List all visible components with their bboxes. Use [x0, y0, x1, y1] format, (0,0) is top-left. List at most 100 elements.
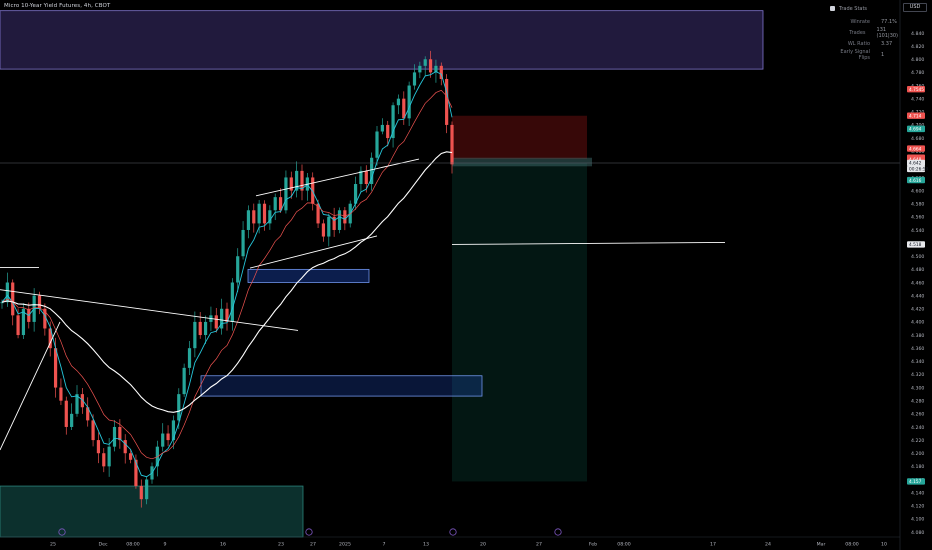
price-tick-label: 4.480 — [911, 267, 924, 273]
candle-body — [364, 170, 368, 185]
price-tag — [907, 165, 925, 173]
time-tick-label: 10 — [881, 542, 887, 548]
price-tag-label: 4.694 — [909, 127, 922, 133]
trendline-upper-channel — [255, 158, 420, 197]
candle-body — [246, 210, 251, 230]
demand-zone-lower — [200, 375, 483, 397]
candle-body — [295, 170, 299, 191]
candle-body — [375, 131, 379, 158]
price-tag — [907, 112, 925, 119]
price-tag — [907, 176, 925, 184]
stats-row-early-flips: Early Signal Flips 1 — [830, 49, 898, 62]
candle-body — [182, 367, 186, 395]
candle-body — [396, 98, 401, 106]
time-tick-label: 2025 — [339, 542, 351, 548]
candle-body — [214, 315, 218, 329]
trendline-descending — [0, 289, 299, 331]
ema-fast-line — [1, 71, 453, 478]
candle-body — [134, 459, 138, 487]
price-tick-label: 4.280 — [911, 398, 924, 404]
time-tick-label: 08:00 — [126, 542, 140, 548]
candle-body — [337, 210, 342, 230]
price-tick-label: 4.360 — [911, 346, 924, 352]
price-tag-label: 4.616 — [909, 178, 922, 184]
price-tick-label: 4.220 — [911, 438, 924, 444]
candle-body — [166, 433, 170, 441]
event-marker-icon — [305, 528, 313, 536]
event-marker-icon — [554, 528, 562, 536]
price-tick-label: 4.420 — [911, 307, 924, 313]
time-tick-label: 24 — [765, 542, 771, 548]
price-tag — [907, 241, 925, 248]
price-tick-label: 4.320 — [911, 372, 924, 378]
candle-body — [177, 394, 181, 421]
price-tag-label: 4.7545 — [909, 87, 924, 93]
time-tick-label: 16 — [220, 542, 226, 548]
trendline-lower-channel — [249, 235, 378, 269]
candle-body — [198, 321, 202, 336]
trade-stats-title[interactable]: Trade Stats — [830, 4, 898, 13]
time-tick-label: 27 — [536, 542, 542, 548]
candle-body — [70, 413, 74, 427]
price-tick-label: 4.180 — [911, 464, 924, 470]
candle-body — [161, 433, 165, 447]
currency-button[interactable]: USD — [903, 3, 927, 12]
candle-body — [391, 105, 395, 139]
stats-row-wl-ratio: WL Ratio 3.37 — [830, 38, 898, 49]
stats-label: Early Signal Flips — [840, 49, 870, 62]
plot-area — [0, 10, 900, 538]
candle-body — [203, 321, 208, 336]
time-tick-label: 08:00 — [617, 542, 631, 548]
price-tick-label: 4.300 — [911, 385, 924, 391]
candle-body — [225, 308, 229, 322]
checkbox-icon[interactable] — [830, 6, 835, 11]
price-tick-label: 4.140 — [911, 490, 924, 496]
candle-body — [423, 59, 427, 66]
price-tag — [907, 125, 925, 133]
price-tag-label: 00:26:59 — [909, 167, 929, 173]
time-tick-label: 25 — [50, 542, 56, 548]
price-tick-label: 4.380 — [911, 333, 924, 339]
stats-label: WL Ratio — [847, 40, 870, 47]
candle-body — [37, 295, 42, 309]
candle-body — [257, 203, 261, 224]
candle-body — [193, 321, 197, 349]
price-tick-label: 4.600 — [911, 188, 924, 194]
stats-value: 1 — [881, 52, 885, 59]
time-axis: 25 Dec 08:00 9 16 23 27 2025 7 13 20 27 Feb 08:00 17 24… — [0, 528, 900, 548]
time-tick-label: 9 — [164, 542, 167, 548]
candle-body — [321, 223, 326, 237]
candle-body — [407, 85, 411, 119]
candle-body — [123, 440, 127, 454]
candle-body — [386, 124, 390, 139]
price-tick-label: 4.740 — [911, 96, 924, 102]
candle-body — [220, 308, 224, 329]
candle-body — [236, 256, 240, 283]
candle-body — [80, 394, 84, 408]
price-tick-label: 4.840 — [911, 31, 924, 37]
time-tick-label: 23 — [278, 542, 284, 548]
price-tick-label: 4.780 — [911, 70, 924, 76]
stats-row-winrate: Winrate 77.1% — [830, 16, 898, 27]
candle-body — [316, 203, 320, 224]
price-tick-label: 4.660 — [911, 149, 924, 155]
candle-body — [21, 308, 26, 336]
candle-body — [412, 72, 417, 86]
candle-body — [327, 216, 331, 237]
candle-body — [96, 440, 101, 454]
price-tag-label: 4.664 — [909, 146, 922, 152]
time-tick-label: 20 — [480, 542, 486, 548]
candle-body — [353, 184, 358, 204]
candle-body — [268, 210, 272, 224]
price-tag — [907, 145, 925, 152]
ema-mid-line — [1, 89, 453, 460]
symbol-title: Micro 10-Year Yield Futures, 4h, CBOT — [4, 3, 111, 9]
stats-value: 131 (101|30) — [876, 26, 899, 39]
time-tick-label: 13 — [423, 542, 429, 548]
price-tick-label: 4.080 — [911, 530, 924, 536]
stats-value: 77.1% — [881, 18, 897, 25]
price-tick-label: 4.800 — [911, 57, 924, 63]
candle-body — [102, 453, 106, 467]
event-marker-icon — [58, 528, 66, 536]
